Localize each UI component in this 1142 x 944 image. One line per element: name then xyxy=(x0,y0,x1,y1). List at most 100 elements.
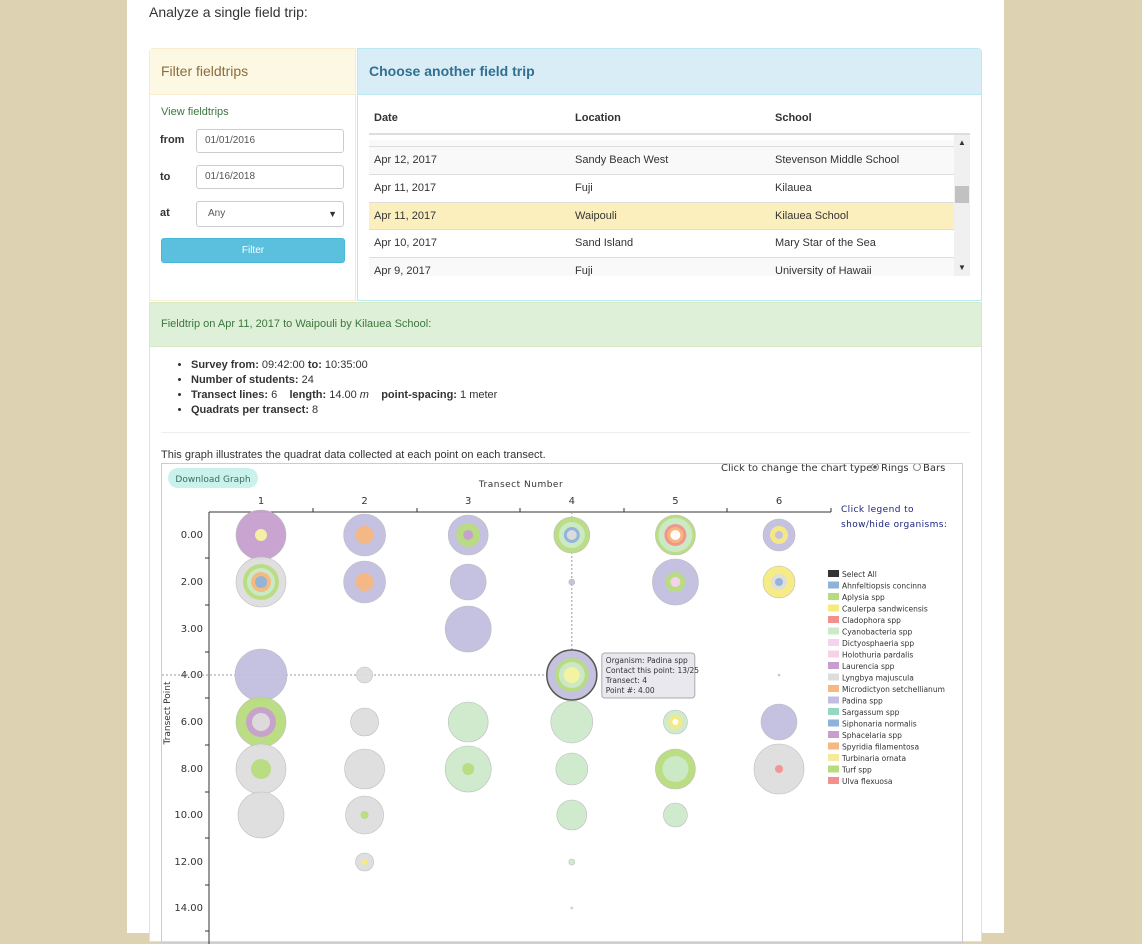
table-row[interactable]: Apr 9, 2017 Fuji University of Hawaii xyxy=(369,257,954,276)
legend-swatch[interactable] xyxy=(828,593,839,600)
column-header-location[interactable]: Location xyxy=(575,112,621,124)
quadrat-ring[interactable] xyxy=(444,605,492,653)
table-row[interactable]: Apr 10, 2017 Sand Island Mary Star of th… xyxy=(369,229,954,257)
quadrat-ring[interactable] xyxy=(550,700,594,744)
legend-item-label[interactable]: Laurencia spp xyxy=(842,662,895,671)
table-scrollbar[interactable]: ▲ ▼ xyxy=(954,135,970,276)
legend-item-label[interactable]: Cladophora spp xyxy=(842,616,901,625)
quadrat-ring[interactable] xyxy=(255,576,267,588)
quadrat-ring[interactable] xyxy=(663,802,688,828)
rings-radio-dot xyxy=(873,465,877,469)
legend-swatch[interactable] xyxy=(828,650,839,658)
legend-swatch[interactable] xyxy=(828,777,839,784)
quadrat-ring[interactable] xyxy=(237,791,285,839)
row-date: Apr 10, 2017 xyxy=(374,237,437,249)
legend-swatch[interactable] xyxy=(828,754,839,761)
column-header-date[interactable]: Date xyxy=(374,112,398,124)
quadrat-ring[interactable] xyxy=(556,799,588,831)
legend-swatch[interactable] xyxy=(828,627,839,635)
legend-swatch[interactable] xyxy=(828,570,839,577)
to-date-input[interactable]: 01/16/2018 xyxy=(196,165,344,189)
quadrat-ring[interactable] xyxy=(566,530,577,540)
column-header-school[interactable]: School xyxy=(775,112,812,124)
legend-item-label[interactable]: Cyanobacteria spp xyxy=(842,628,912,637)
legend-swatch[interactable] xyxy=(828,685,839,692)
quadrat-ring[interactable] xyxy=(355,573,374,591)
legend-swatch[interactable] xyxy=(828,731,839,738)
quadrat-ring[interactable] xyxy=(570,906,574,910)
legend-item-label[interactable]: Sphacelaria spp xyxy=(842,731,902,740)
quadrat-ring[interactable] xyxy=(775,578,783,586)
legend-item-label[interactable]: Sargassum spp xyxy=(842,708,900,717)
quadrat-ring[interactable] xyxy=(563,667,580,683)
legend-item-label[interactable]: Turf spp xyxy=(841,766,872,775)
table-row[interactable]: Apr 12, 2017 Sandy Beach West Stevenson … xyxy=(369,146,954,174)
legend-item-label[interactable]: Select All xyxy=(842,570,877,579)
legend-swatch[interactable] xyxy=(828,616,839,623)
scroll-up-icon[interactable]: ▲ xyxy=(958,138,966,147)
legend-swatch[interactable] xyxy=(828,639,839,646)
from-date-input[interactable]: 01/01/2016 xyxy=(196,129,344,153)
legend-item-label[interactable]: Padina spp xyxy=(842,697,883,706)
quadrat-ring[interactable] xyxy=(356,666,373,684)
quadrats-label: Quadrats per transect: xyxy=(191,404,309,416)
legend-swatch[interactable] xyxy=(828,673,839,681)
legend-item-label[interactable]: Ulva flexuosa xyxy=(842,777,892,786)
quadrat-ring[interactable] xyxy=(234,648,288,702)
filter-panel-title: Filter fieldtrips xyxy=(150,49,355,95)
scrollbar-thumb[interactable] xyxy=(955,186,969,203)
quadrat-ring[interactable] xyxy=(360,811,369,819)
quadrat-ring[interactable] xyxy=(775,765,783,773)
legend-swatch[interactable] xyxy=(828,604,839,612)
legend-item-label[interactable]: Aplysia spp xyxy=(842,593,885,602)
quadrat-ring[interactable] xyxy=(568,578,576,586)
quadrat-ring[interactable] xyxy=(449,563,487,601)
quadrat-ring[interactable] xyxy=(775,531,783,539)
legend-item-label[interactable]: Spyridia filamentosa xyxy=(842,743,919,752)
quadrat-ring[interactable] xyxy=(361,859,368,865)
download-graph-button[interactable] xyxy=(168,468,258,488)
quadrat-ring[interactable] xyxy=(344,748,385,790)
legend-item-label[interactable]: Microdictyon setchellianum xyxy=(842,685,945,694)
table-row-selected[interactable]: Apr 11, 2017 Waipouli Kilauea School xyxy=(369,202,954,230)
quadrat-ring[interactable] xyxy=(251,759,271,779)
legend-swatch[interactable] xyxy=(828,581,839,589)
quadrat-ring[interactable] xyxy=(255,529,267,541)
quadrat-ring[interactable] xyxy=(662,756,689,782)
quadrat-ring[interactable] xyxy=(670,577,681,587)
legend-swatch[interactable] xyxy=(828,696,839,704)
legend-swatch[interactable] xyxy=(828,719,839,727)
x-tick-label: 3 xyxy=(465,496,471,507)
quadrat-ring[interactable] xyxy=(355,526,374,544)
legend-item-label[interactable]: Lyngbya majuscula xyxy=(842,674,914,683)
table-row[interactable]: Apr 11, 2017 Fuji Kilauea xyxy=(369,174,954,202)
quadrat-ring[interactable] xyxy=(760,703,798,741)
legend-swatch[interactable] xyxy=(828,662,839,669)
quadrat-ring[interactable] xyxy=(777,673,781,677)
quadrat-ring[interactable] xyxy=(463,530,474,540)
quadrat-ring[interactable] xyxy=(252,713,270,731)
legend-swatch[interactable] xyxy=(828,742,839,750)
legend-item-label[interactable]: Siphonaria normalis xyxy=(842,720,917,729)
quadrat-ring[interactable] xyxy=(447,701,489,743)
quadrat-graph: Download Graph Click to change the chart … xyxy=(161,463,963,944)
quadrat-ring[interactable] xyxy=(462,763,475,775)
quadrat-ring[interactable] xyxy=(350,707,379,737)
quadrat-ring[interactable] xyxy=(555,752,589,786)
bars-radio[interactable] xyxy=(913,464,921,471)
filter-button[interactable]: Filter xyxy=(161,238,345,263)
legend-item-label[interactable]: Dictyosphaeria spp xyxy=(842,639,914,648)
legend-swatch[interactable] xyxy=(828,765,839,773)
legend-item-label[interactable]: Turbinaria ornata xyxy=(841,754,906,763)
legend-swatch[interactable] xyxy=(828,708,839,715)
quadrat-ring[interactable] xyxy=(670,530,681,540)
legend-item-label[interactable]: Caulerpa sandwicensis xyxy=(842,605,928,614)
quadrat-ring[interactable] xyxy=(568,858,576,866)
location-select[interactable]: Any ▼ xyxy=(196,201,344,227)
view-fieldtrips-link[interactable]: View fieldtrips xyxy=(161,106,229,118)
legend-item-label[interactable]: Holothuria pardalis xyxy=(842,651,913,660)
scroll-down-icon[interactable]: ▼ xyxy=(958,263,966,272)
choose-trip-title: Choose another field trip xyxy=(358,49,981,95)
legend-item-label[interactable]: Ahnfeltiopsis concinna xyxy=(842,582,926,591)
quadrat-ring[interactable] xyxy=(672,719,679,725)
